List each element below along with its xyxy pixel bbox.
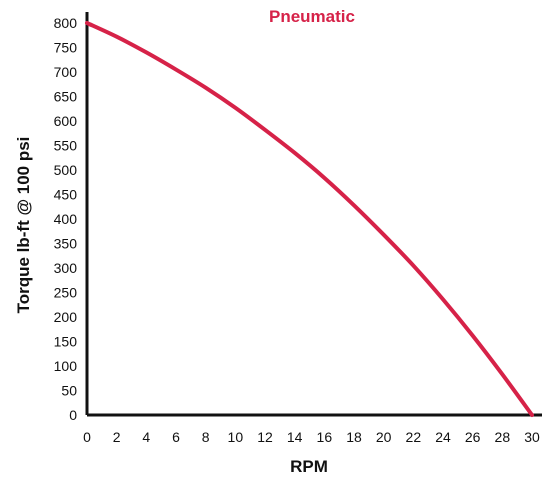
y-tick-label: 700 (54, 64, 78, 80)
x-tick-label: 26 (465, 429, 481, 445)
x-tick-label: 6 (172, 429, 180, 445)
y-tick-labels: 0 50 100 150 200 250 300 350 400 450 500 550 600 650 7… (54, 15, 78, 423)
x-tick-label: 0 (83, 429, 91, 445)
series-line-torque (85, 21, 534, 417)
y-tick-label: 150 (54, 334, 78, 350)
y-tick-label: 600 (54, 113, 78, 129)
x-tick-label: 8 (202, 429, 210, 445)
x-tick-label: 14 (287, 429, 303, 445)
x-tick-label: 4 (142, 429, 150, 445)
x-tick-label: 30 (524, 429, 540, 445)
y-tick-label: 250 (54, 285, 78, 301)
x-tick-label: 12 (257, 429, 273, 445)
y-tick-label: 750 (54, 40, 78, 56)
x-tick-label: 10 (228, 429, 244, 445)
y-tick-label: 400 (54, 211, 78, 227)
y-tick-label: 450 (54, 187, 78, 203)
y-axis-title: Torque lb-ft @ 100 psi (14, 137, 33, 314)
x-tick-label: 18 (346, 429, 362, 445)
x-axis-title: RPM (290, 457, 328, 476)
y-tick-label: 300 (54, 260, 78, 276)
x-tick-label: 24 (435, 429, 451, 445)
x-tick-label: 20 (376, 429, 392, 445)
x-tick-label: 28 (495, 429, 511, 445)
chart-title: Pneumatic (269, 7, 355, 26)
y-tick-label: 650 (54, 89, 78, 105)
y-tick-label: 200 (54, 309, 78, 325)
y-tick-label: 0 (69, 407, 77, 423)
y-tick-label: 500 (54, 162, 78, 178)
x-tick-label: 22 (406, 429, 422, 445)
y-tick-label: 350 (54, 236, 78, 252)
y-tick-label: 100 (54, 358, 78, 374)
x-tick-labels: 0 2 4 6 8 10 12 14 16 18 20 22 24 26 28 30 (83, 429, 540, 445)
y-tick-label: 800 (54, 15, 78, 31)
x-tick-label: 16 (317, 429, 333, 445)
y-tick-label: 550 (54, 138, 78, 154)
x-tick-label: 2 (113, 429, 121, 445)
y-tick-label: 50 (61, 383, 77, 399)
